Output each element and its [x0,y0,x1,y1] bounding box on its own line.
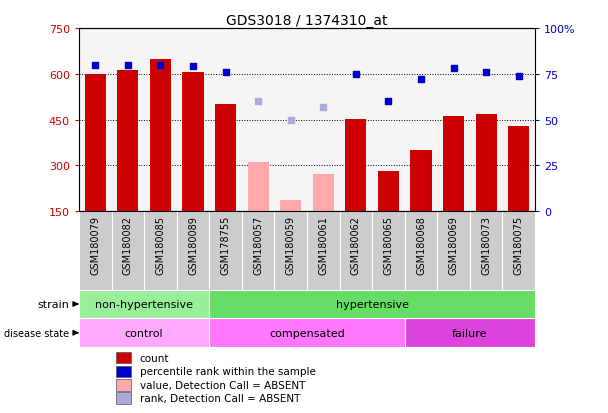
Point [384,99,393,105]
Bar [372,211,405,290]
Bar [378,172,399,211]
Text: GSM180062: GSM180062 [351,216,361,274]
Text: GSM180061: GSM180061 [319,216,328,274]
Point [351,71,361,78]
Bar [470,29,502,211]
Bar [116,366,131,377]
Point [514,73,523,80]
Text: GSM180075: GSM180075 [514,216,523,275]
Bar [372,29,405,211]
Bar [340,29,372,211]
Text: GSM180065: GSM180065 [384,216,393,274]
Bar [340,211,372,290]
Bar [345,119,367,211]
Bar [144,29,177,211]
Bar [405,211,437,290]
Bar [437,29,470,211]
Bar [274,29,307,211]
Text: GSM180082: GSM180082 [123,216,133,274]
Bar [79,290,209,318]
Point [482,69,491,76]
Bar [502,211,535,290]
Bar [79,211,112,290]
Bar [247,163,269,211]
Text: GSM180089: GSM180089 [188,216,198,274]
Bar [508,126,530,211]
Bar [112,29,144,211]
Bar [475,115,497,211]
Bar [209,318,405,347]
Text: disease state: disease state [4,328,69,338]
Text: GSM180059: GSM180059 [286,216,295,274]
Bar [313,175,334,211]
Bar [85,75,106,211]
Bar [182,73,204,211]
Bar [410,151,432,211]
Text: GSM180068: GSM180068 [416,216,426,274]
Text: strain: strain [38,299,69,309]
Bar [116,392,131,404]
Bar [150,60,171,211]
Text: GSM180069: GSM180069 [449,216,458,274]
Point [449,66,458,72]
Text: hypertensive: hypertensive [336,299,409,309]
Bar [117,71,139,211]
Bar [405,29,437,211]
Text: control: control [125,328,164,338]
Bar [443,117,464,211]
Bar [274,211,307,290]
Point [254,99,263,105]
Text: GSM180073: GSM180073 [481,216,491,274]
Bar [307,29,340,211]
Title: GDS3018 / 1374310_at: GDS3018 / 1374310_at [226,14,388,28]
Bar [215,105,236,211]
Text: GSM180079: GSM180079 [91,216,100,274]
Bar [79,29,112,211]
Bar [242,29,274,211]
Text: GSM180057: GSM180057 [253,216,263,275]
Point [221,69,230,76]
Point [188,64,198,71]
Point [123,62,133,69]
Bar [437,211,470,290]
Bar [144,211,177,290]
Bar [209,211,242,290]
Bar [79,318,209,347]
Text: compensated: compensated [269,328,345,338]
Bar [470,211,502,290]
Bar [116,352,131,363]
Text: percentile rank within the sample: percentile rank within the sample [140,366,316,376]
Point [416,77,426,83]
Text: rank, Detection Call = ABSENT: rank, Detection Call = ABSENT [140,393,300,403]
Bar [242,211,274,290]
Bar [280,201,302,211]
Bar [307,211,340,290]
Point [319,104,328,111]
Text: failure: failure [452,328,488,338]
Bar [177,29,209,211]
Text: value, Detection Call = ABSENT: value, Detection Call = ABSENT [140,380,305,390]
Bar [502,29,535,211]
Text: count: count [140,353,169,363]
Text: GSM178755: GSM178755 [221,216,230,275]
Point [286,117,295,123]
Text: GSM180085: GSM180085 [156,216,165,274]
Point [91,62,100,69]
Bar [405,318,535,347]
Text: non-hypertensive: non-hypertensive [95,299,193,309]
Bar [177,211,209,290]
Bar [116,380,131,391]
Bar [209,290,535,318]
Bar [112,211,144,290]
Bar [209,29,242,211]
Point [156,62,165,69]
